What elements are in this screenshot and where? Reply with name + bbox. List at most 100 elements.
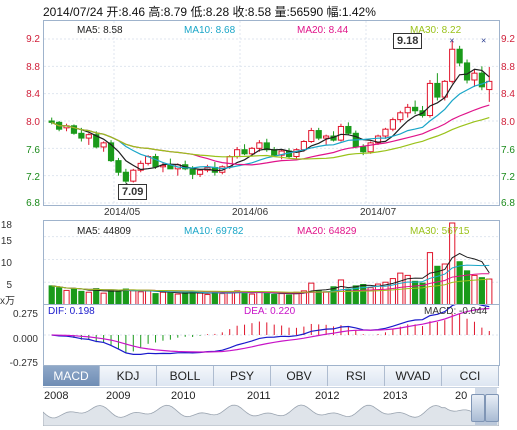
candle-body [300,141,307,151]
price-ytick-left: 8.8 [26,62,40,73]
price-ytick-right: 7.6 [501,145,515,156]
candle-body [78,132,85,139]
candle-body [456,48,463,64]
candle-body [189,168,196,175]
tab-kdj[interactable]: KDJ [100,366,157,386]
price-ma30-label: MA30: 8.22 [410,25,462,36]
price-low-callout: 7.09 [118,184,148,200]
volume-bar [382,281,389,305]
volume-bar [211,291,218,305]
volume-bar [271,294,278,305]
macd-ytick: 0.000 [12,334,38,345]
price-ytick-left: 8.0 [26,117,40,128]
year-label: 2010 [171,390,196,402]
price-ytick-left: 8.4 [26,89,40,100]
price-ytick-left: 9.2 [26,34,40,45]
range-handle-right[interactable] [485,394,499,422]
date-tick: 2014/05 [104,207,141,218]
volume-bar [189,290,196,305]
candle-body [234,149,241,158]
price-ytick-right: 9.2 [501,34,515,45]
price-ytick-right: 8.0 [501,117,515,128]
dif-line [51,305,490,355]
candle-body [426,82,434,117]
tab-obv[interactable]: OBV [271,366,328,386]
volume-ytick: 5 [6,280,12,291]
price-ytick-left: 7.6 [26,145,40,156]
macd-panel[interactable] [43,304,500,366]
ma30-line [51,117,490,160]
candle-body [248,147,256,155]
volume-bar [93,288,100,305]
candle-body [196,169,204,175]
tab-boll[interactable]: BOLL [157,366,214,386]
candle-body [241,149,248,155]
candle-body [256,142,263,149]
price-ma20-label: MA20: 8.44 [297,25,349,36]
candle-body [70,125,78,134]
volume-bar [219,293,226,305]
volume-ytick: 18 [0,220,12,231]
volume-ma5-label: MA5: 44809 [77,226,131,237]
volume-ma20-label: MA20: 64829 [297,226,357,237]
volume-bar [456,261,463,305]
candle-body [345,125,352,134]
volume-bar [463,270,471,305]
candle-body [308,130,315,142]
volume-bar [85,291,92,305]
volume-bar [145,290,152,305]
tab-psy[interactable]: PSY [214,366,271,386]
volume-bar [478,277,485,305]
volume-bar [337,279,345,305]
volume-bar [152,293,159,305]
candle-body [404,106,411,114]
volume-chart-svg [44,222,499,305]
macd-value-label: MACD: -0.044 [424,306,488,317]
candle-body [115,160,122,173]
volume-bar [204,294,211,305]
year-label: 2013 [383,390,408,402]
candle-body [130,169,137,182]
history-sparkline [43,404,499,426]
candle-body [478,72,485,88]
date-tick: 2014/06 [232,207,269,218]
candle-body [463,62,471,81]
macd-chart-svg [44,305,499,355]
vol-ma30-line [51,278,490,293]
candle-body [412,106,419,112]
volume-bar [107,289,115,305]
candle-body [389,119,396,130]
volume-ytick: 15 [0,236,12,247]
candle-body [486,80,493,91]
candle-body [107,142,115,162]
macd-ytick: -0.275 [9,358,38,369]
price-ytick-right: 6.8 [501,198,515,209]
candle-body [434,82,441,98]
candle-body [315,130,322,139]
price-ytick-right: 8.8 [501,62,515,73]
volume-bar [115,290,122,305]
volume-bar [100,292,107,305]
volume-bar [78,290,85,305]
candle-body [382,128,389,137]
volume-bar [167,292,174,305]
candle-body [137,162,144,171]
price-ma5-label: MA5: 8.58 [77,25,123,36]
indicator-tabs: MACD KDJ BOLL PSY OBV RSI WVAD CCI [43,366,499,386]
year-label: 2011 [247,390,271,402]
range-handle-left[interactable] [471,394,485,422]
tab-macd[interactable]: MACD [43,366,100,386]
candle-body [471,72,478,81]
tab-wvad[interactable]: WVAD [385,366,442,386]
volume-bar [389,278,396,305]
candle-body [337,125,345,141]
year-range-navigator[interactable]: 2008 2009 2010 2011 2012 2013 20 [43,387,499,426]
volume-ma10-label: MA10: 69782 [184,226,244,237]
ma10-line [51,80,490,170]
volume-bar [486,278,493,305]
tab-cci[interactable]: CCI [442,366,499,386]
volume-bar [449,222,456,305]
tab-rsi[interactable]: RSI [328,366,385,386]
price-ytick-right: 8.4 [501,89,515,100]
history-area [43,404,499,426]
